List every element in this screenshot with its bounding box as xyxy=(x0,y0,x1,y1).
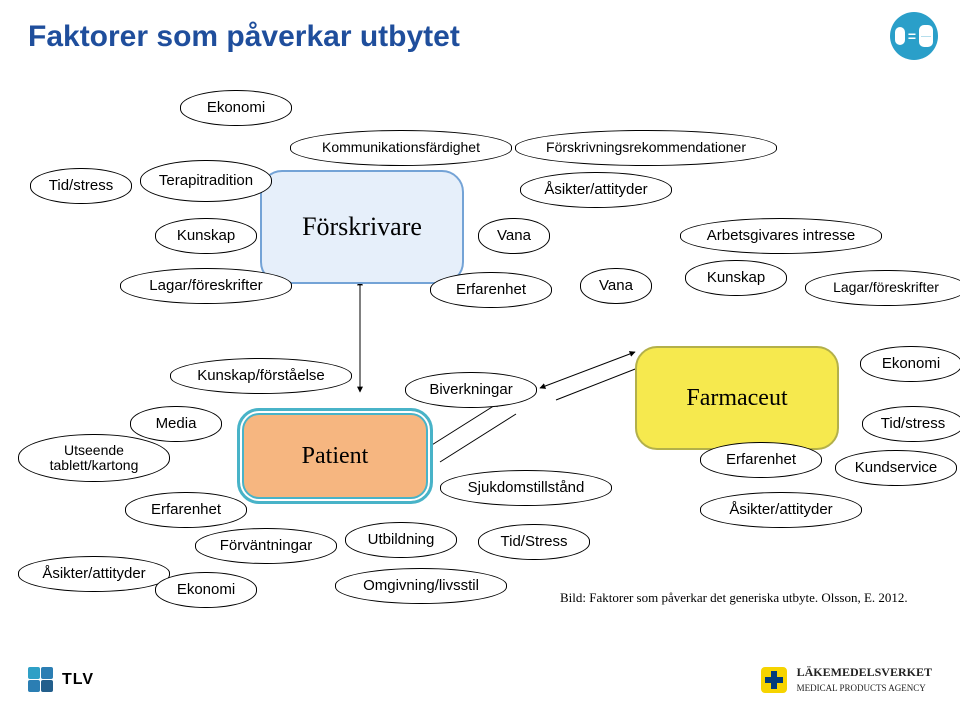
ellipse-tidstress-left: Tid/stress xyxy=(30,168,132,204)
ellipse-asikter-right: Åsikter/attityder xyxy=(700,492,862,528)
ellipse-tidstress-right: Tid/stress xyxy=(862,406,960,442)
lak-logo-text: LÄKEMEDELSVERKETMEDICAL PRODUCTS AGENCY xyxy=(797,665,932,695)
ellipse-utseende: Utseendetablett/kartong xyxy=(18,434,170,482)
ellipse-sjukdom: Sjukdomstillstånd xyxy=(440,470,612,506)
ellipse-ekonomi-top: Ekonomi xyxy=(180,90,292,126)
citation-text: Bild: Faktorer som påverkar det generisk… xyxy=(560,590,908,606)
ellipse-biverkningar: Biverkningar xyxy=(405,372,537,408)
ellipse-lagar-left: Lagar/föreskrifter xyxy=(120,268,292,304)
ellipse-utbildning: Utbildning xyxy=(345,522,457,558)
ellipse-kunskap-left: Kunskap xyxy=(155,218,257,254)
footer-logo-tlv: TLV xyxy=(28,665,148,695)
page-title: Faktorer som påverkar utbytet xyxy=(28,20,460,54)
corner-badge: = xyxy=(890,12,938,60)
ellipse-arbetsgivare: Arbetsgivares intresse xyxy=(680,218,882,254)
ellipse-asikter-top: Åsikter/attityder xyxy=(520,172,672,208)
ellipse-kommunikation: Kommunikationsfärdighet xyxy=(290,130,512,166)
ellipse-ekonomi-right: Ekonomi xyxy=(860,346,960,382)
ellipse-terapitradition: Terapitradition xyxy=(140,160,272,202)
ellipse-omgivning: Omgivning/livsstil xyxy=(335,568,507,604)
ellipse-kundservice: Kundservice xyxy=(835,450,957,486)
ellipse-erfarenhet-right: Erfarenhet xyxy=(700,442,822,478)
ellipse-vana-top: Vana xyxy=(478,218,550,254)
ellipse-media: Media xyxy=(130,406,222,442)
ellipse-forvantningar: Förväntningar xyxy=(195,528,337,564)
tlv-logo-text: TLV xyxy=(62,671,94,689)
box-forskrivare: Förskrivare xyxy=(260,170,464,284)
ellipse-kunskap-mid: Kunskap xyxy=(685,260,787,296)
footer-logo-lakemedelsverket: LÄKEMEDELSVERKETMEDICAL PRODUCTS AGENCY xyxy=(682,665,932,695)
ellipse-asikter-left: Åsikter/attityder xyxy=(18,556,170,592)
ellipse-ekonomi-bottom: Ekonomi xyxy=(155,572,257,608)
box-farmaceut: Farmaceut xyxy=(635,346,839,450)
ellipse-forskrivrek: Förskrivningsrekommendationer xyxy=(515,130,777,166)
box-patient: Patient xyxy=(237,408,433,504)
ellipse-kunskap-forstaelse: Kunskap/förståelse xyxy=(170,358,352,394)
ellipse-lagar-right: Lagar/föreskrifter xyxy=(805,270,960,306)
lak-cross-icon xyxy=(761,667,787,693)
ellipse-vana-mid: Vana xyxy=(580,268,652,304)
ellipse-erfarenhet-mid: Erfarenhet xyxy=(430,272,552,308)
ellipse-erfarenhet-left: Erfarenhet xyxy=(125,492,247,528)
ellipse-tidstress-mid: Tid/Stress xyxy=(478,524,590,560)
